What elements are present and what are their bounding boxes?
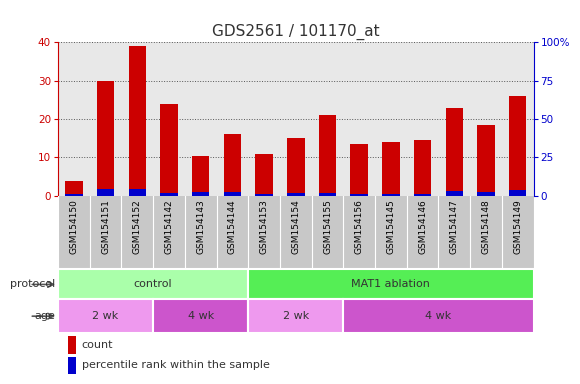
Bar xyxy=(382,194,400,196)
Bar xyxy=(248,300,343,333)
Bar xyxy=(224,192,241,196)
Bar xyxy=(58,270,248,300)
Text: age: age xyxy=(34,311,55,321)
Text: GSM154155: GSM154155 xyxy=(323,200,332,255)
Bar xyxy=(58,300,153,333)
Text: GSM154149: GSM154149 xyxy=(513,200,522,254)
Bar xyxy=(287,138,305,196)
Bar xyxy=(129,46,146,196)
Bar xyxy=(350,194,368,196)
Text: 4 wk: 4 wk xyxy=(187,311,214,321)
Text: GSM154143: GSM154143 xyxy=(196,200,205,254)
Text: MAT1 ablation: MAT1 ablation xyxy=(351,280,430,290)
Text: GSM154154: GSM154154 xyxy=(291,200,300,254)
Bar xyxy=(67,336,76,354)
Text: GSM154148: GSM154148 xyxy=(481,200,491,254)
Bar xyxy=(65,194,82,196)
Text: 2 wk: 2 wk xyxy=(282,311,309,321)
Bar xyxy=(129,189,146,196)
Text: percentile rank within the sample: percentile rank within the sample xyxy=(82,361,270,371)
Bar xyxy=(477,192,495,196)
Bar xyxy=(192,192,209,196)
Bar xyxy=(255,194,273,196)
Text: GSM154144: GSM154144 xyxy=(228,200,237,254)
Text: GSM154147: GSM154147 xyxy=(450,200,459,254)
Bar xyxy=(382,142,400,196)
Bar xyxy=(319,115,336,196)
Text: count: count xyxy=(82,340,113,350)
Bar xyxy=(477,125,495,196)
Text: GSM154146: GSM154146 xyxy=(418,200,427,254)
Bar xyxy=(509,190,527,196)
Text: GSM154145: GSM154145 xyxy=(386,200,396,254)
Text: GSM154153: GSM154153 xyxy=(260,200,269,255)
Bar xyxy=(153,300,248,333)
Bar xyxy=(192,156,209,196)
Text: GSM154156: GSM154156 xyxy=(355,200,364,255)
Bar xyxy=(445,191,463,196)
Bar xyxy=(160,193,177,196)
Bar xyxy=(255,154,273,196)
Bar xyxy=(160,104,177,196)
Text: GSM154150: GSM154150 xyxy=(70,200,78,255)
Bar xyxy=(248,270,534,300)
Text: protocol: protocol xyxy=(10,280,55,290)
Bar xyxy=(224,134,241,196)
Text: GSM154151: GSM154151 xyxy=(101,200,110,255)
Bar xyxy=(414,194,432,196)
Bar xyxy=(509,96,527,196)
Text: 4 wk: 4 wk xyxy=(425,311,452,321)
Bar xyxy=(65,180,82,196)
Text: 2 wk: 2 wk xyxy=(92,311,119,321)
Bar xyxy=(319,193,336,196)
Text: GSM154142: GSM154142 xyxy=(165,200,173,254)
Bar xyxy=(97,189,114,196)
Bar xyxy=(343,300,534,333)
Bar xyxy=(97,81,114,196)
Bar xyxy=(67,357,76,374)
Text: GSM154152: GSM154152 xyxy=(133,200,142,254)
Bar xyxy=(350,144,368,196)
Bar xyxy=(414,140,432,196)
Text: GDS2561 / 101170_at: GDS2561 / 101170_at xyxy=(212,24,380,40)
Text: control: control xyxy=(134,280,172,290)
Bar xyxy=(445,108,463,196)
Bar xyxy=(287,193,305,196)
